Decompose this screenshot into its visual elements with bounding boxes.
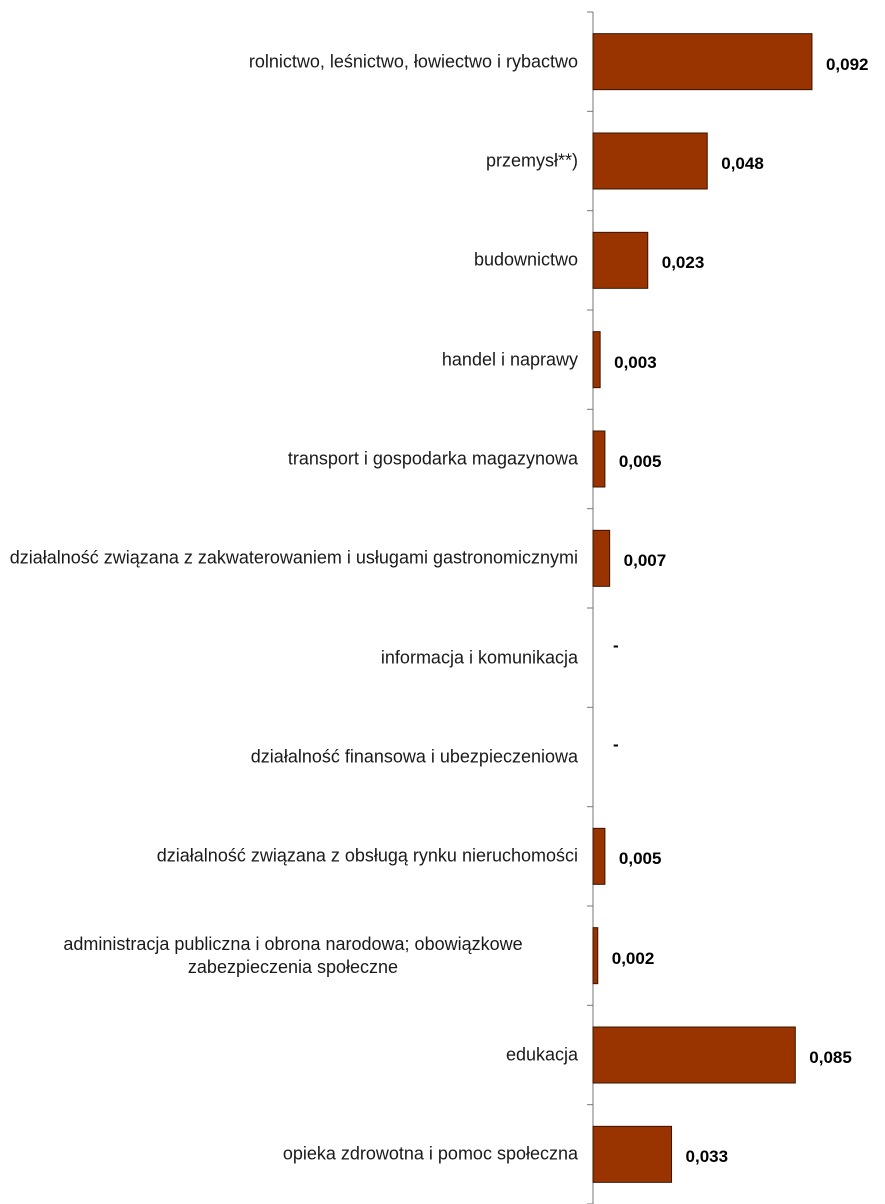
bar [592, 331, 601, 389]
value-label: 0,048 [721, 154, 764, 173]
value-label: 0,023 [661, 253, 705, 273]
bar [592, 1125, 673, 1183]
value-label: - [613, 635, 619, 655]
bar [592, 33, 813, 91]
value-label: 0,002 [611, 948, 655, 968]
bar [592, 529, 611, 587]
value-label: 0,092 [825, 54, 869, 74]
category-label: transport i gospodarka magazynowa [287, 448, 578, 469]
value-label: 0,003 [614, 352, 657, 372]
bar [592, 1026, 796, 1084]
value-label: 0,007 [623, 551, 667, 571]
category-label: przemysł**) [485, 150, 578, 171]
value-label: 0,005 [618, 849, 662, 869]
value-label: - [613, 735, 619, 754]
bar [592, 927, 599, 985]
value-label: 0,085 [809, 1048, 852, 1067]
category-label: administracja publiczna i obrona narodow… [63, 933, 523, 977]
category-label: działalność finansowa i ubezpieczeniowa [250, 746, 578, 767]
value-label: 0,033 [685, 1147, 729, 1167]
category-label: rolnictwo, leśnictwo, łowiectwo i rybact… [248, 51, 578, 72]
bar [592, 231, 649, 289]
value-label: 0,005 [618, 452, 662, 471]
bar [592, 827, 606, 885]
category-label: działalność związana z zakwaterowaniem i… [9, 547, 578, 568]
category-label: edukacja [505, 1044, 578, 1065]
bar [592, 132, 708, 190]
category-label: informacja i komunikacja [380, 647, 578, 668]
category-label: handel i naprawy [441, 349, 578, 370]
category-label: opieka zdrowotna i pomoc społeczna [282, 1143, 578, 1164]
category-label: budownictwo [473, 249, 578, 270]
category-label: działalność związana z obsługą rynku nie… [156, 845, 578, 866]
bar [592, 430, 606, 488]
